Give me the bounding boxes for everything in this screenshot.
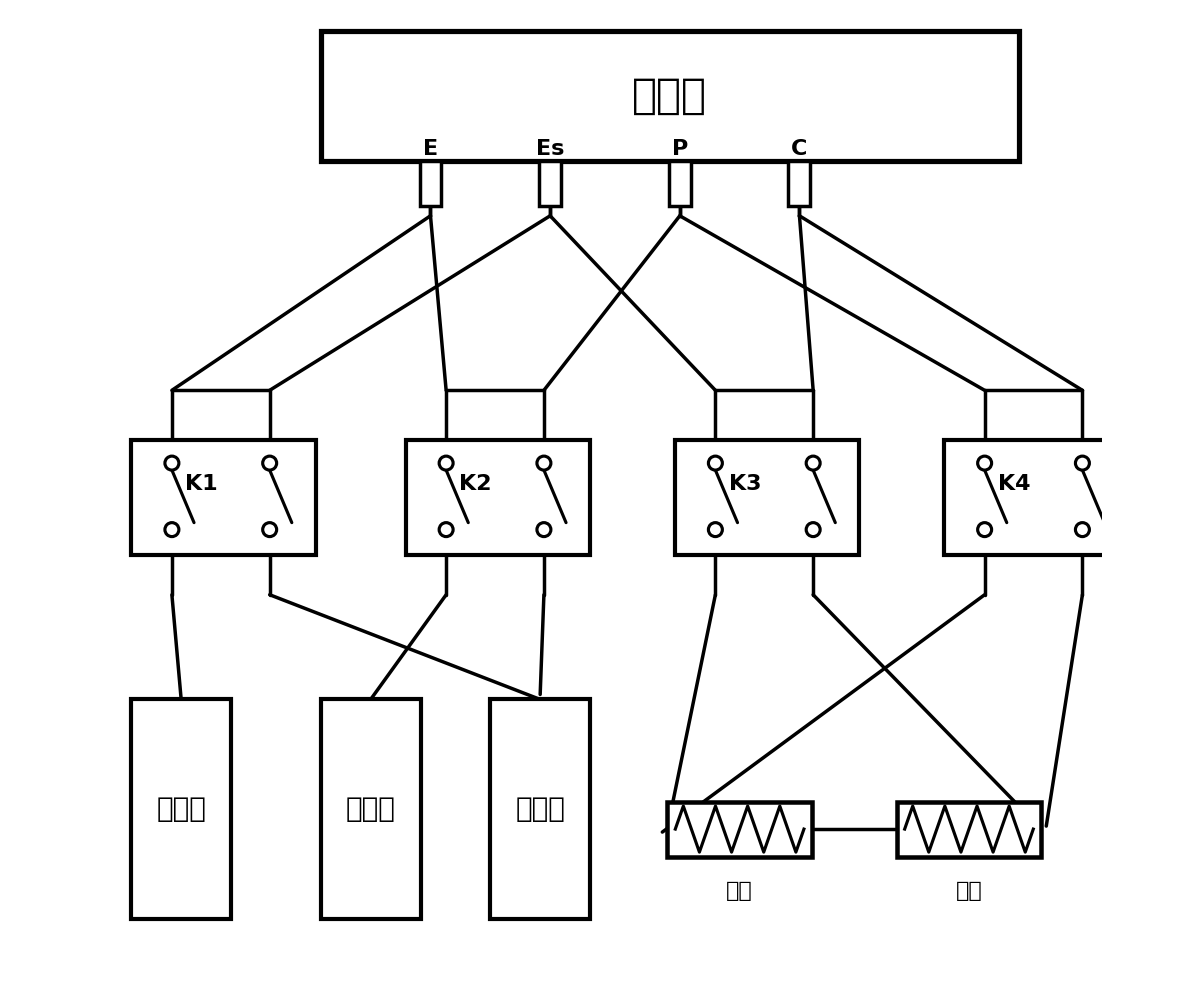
Circle shape (806, 523, 820, 537)
Bar (669, 161, 691, 206)
Text: E: E (423, 139, 438, 159)
Bar (539, 161, 561, 206)
Text: 电阵: 电阵 (727, 882, 753, 902)
Circle shape (978, 523, 991, 537)
Text: C: C (792, 139, 807, 159)
Text: K3: K3 (729, 473, 761, 493)
Bar (668, 802, 812, 857)
Text: 电流极: 电流极 (515, 795, 565, 823)
Circle shape (165, 456, 179, 470)
Bar (321, 31, 1019, 161)
Circle shape (1075, 456, 1090, 470)
Bar (321, 700, 421, 919)
Circle shape (1075, 523, 1090, 537)
Circle shape (709, 456, 722, 470)
Bar (944, 440, 1128, 555)
Text: K2: K2 (460, 473, 492, 493)
Circle shape (439, 523, 454, 537)
Circle shape (262, 523, 277, 537)
Circle shape (262, 456, 277, 470)
Text: 电压极: 电压极 (345, 795, 396, 823)
Text: 主电路: 主电路 (633, 75, 707, 117)
Circle shape (439, 456, 454, 470)
Text: K4: K4 (998, 473, 1031, 493)
Bar (131, 700, 231, 919)
Bar (788, 161, 811, 206)
Circle shape (806, 456, 820, 470)
Text: Es: Es (537, 139, 564, 159)
Circle shape (709, 523, 722, 537)
Bar (491, 700, 589, 919)
Circle shape (978, 456, 991, 470)
Circle shape (537, 523, 551, 537)
Bar (131, 440, 316, 555)
Text: P: P (671, 139, 688, 159)
Circle shape (165, 523, 179, 537)
Bar (420, 161, 442, 206)
Text: 电阵: 电阵 (955, 882, 983, 902)
Bar (405, 440, 589, 555)
Bar (896, 802, 1042, 857)
Text: K1: K1 (185, 473, 218, 493)
Bar (675, 440, 859, 555)
Circle shape (537, 456, 551, 470)
Text: 接地极: 接地极 (156, 795, 206, 823)
